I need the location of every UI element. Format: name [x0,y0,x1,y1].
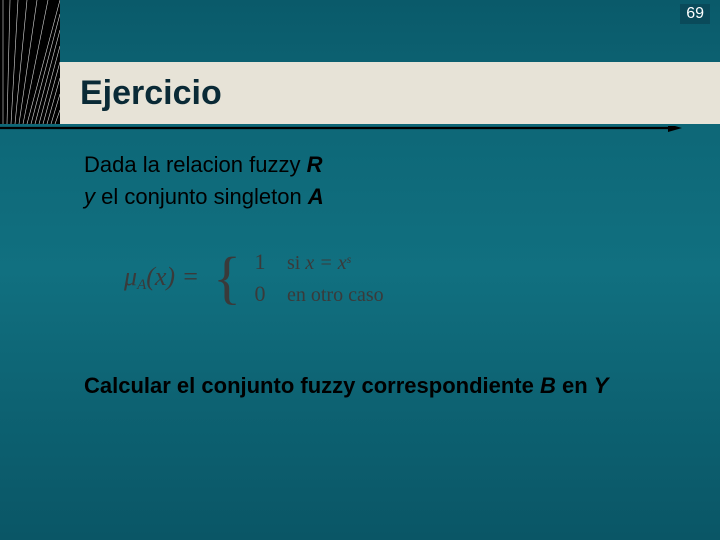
text-line-3: Calcular el conjunto fuzzy correspondien… [84,371,644,401]
case-2-condition: en otro caso [287,284,384,307]
text: si [287,252,305,274]
mu: μ [124,262,137,291]
case-1-condition: si x = xs [287,252,351,275]
var-Y: Y [594,373,609,398]
text: el conjunto singleton [95,184,308,209]
text-line-2: y el conjunto singleton A [84,182,680,212]
corner-decoration [0,0,60,124]
slide: 69 Ejercicio Dada la relacion fuzzy R y … [0,0,720,540]
var-R: R [307,152,323,177]
text: Dada la relacion fuzzy [84,152,307,177]
text: x = x [305,252,346,274]
case-2: 0 en otro caso [253,281,384,307]
text: Calcular el conjunto fuzzy correspondien… [84,373,540,398]
cases: 1 si x = xs 0 en otro caso [253,249,384,307]
var-A: A [308,184,324,209]
slide-content: Dada la relacion fuzzy R y el conjunto s… [84,150,680,401]
case-2-value: 0 [253,281,267,307]
mu-arg: (x) = [146,262,199,291]
formula: μA(x) = { 1 si x = xs 0 en otro caso [124,249,680,307]
slide-title: Ejercicio [80,74,222,113]
title-bar: Ejercicio [60,62,720,124]
divider-arrow [0,126,720,138]
text: y [84,184,95,209]
mu-subscript: A [137,277,146,293]
mu-symbol: μA(x) = [124,262,199,294]
case-1: 1 si x = xs [253,249,384,275]
case-1-value: 1 [253,249,267,275]
text-line-1: Dada la relacion fuzzy R [84,150,680,180]
superscript: s [347,252,352,266]
var-B: B [540,373,556,398]
page-number-badge: 69 [680,4,710,24]
left-brace: { [213,255,241,301]
text: en [556,373,594,398]
